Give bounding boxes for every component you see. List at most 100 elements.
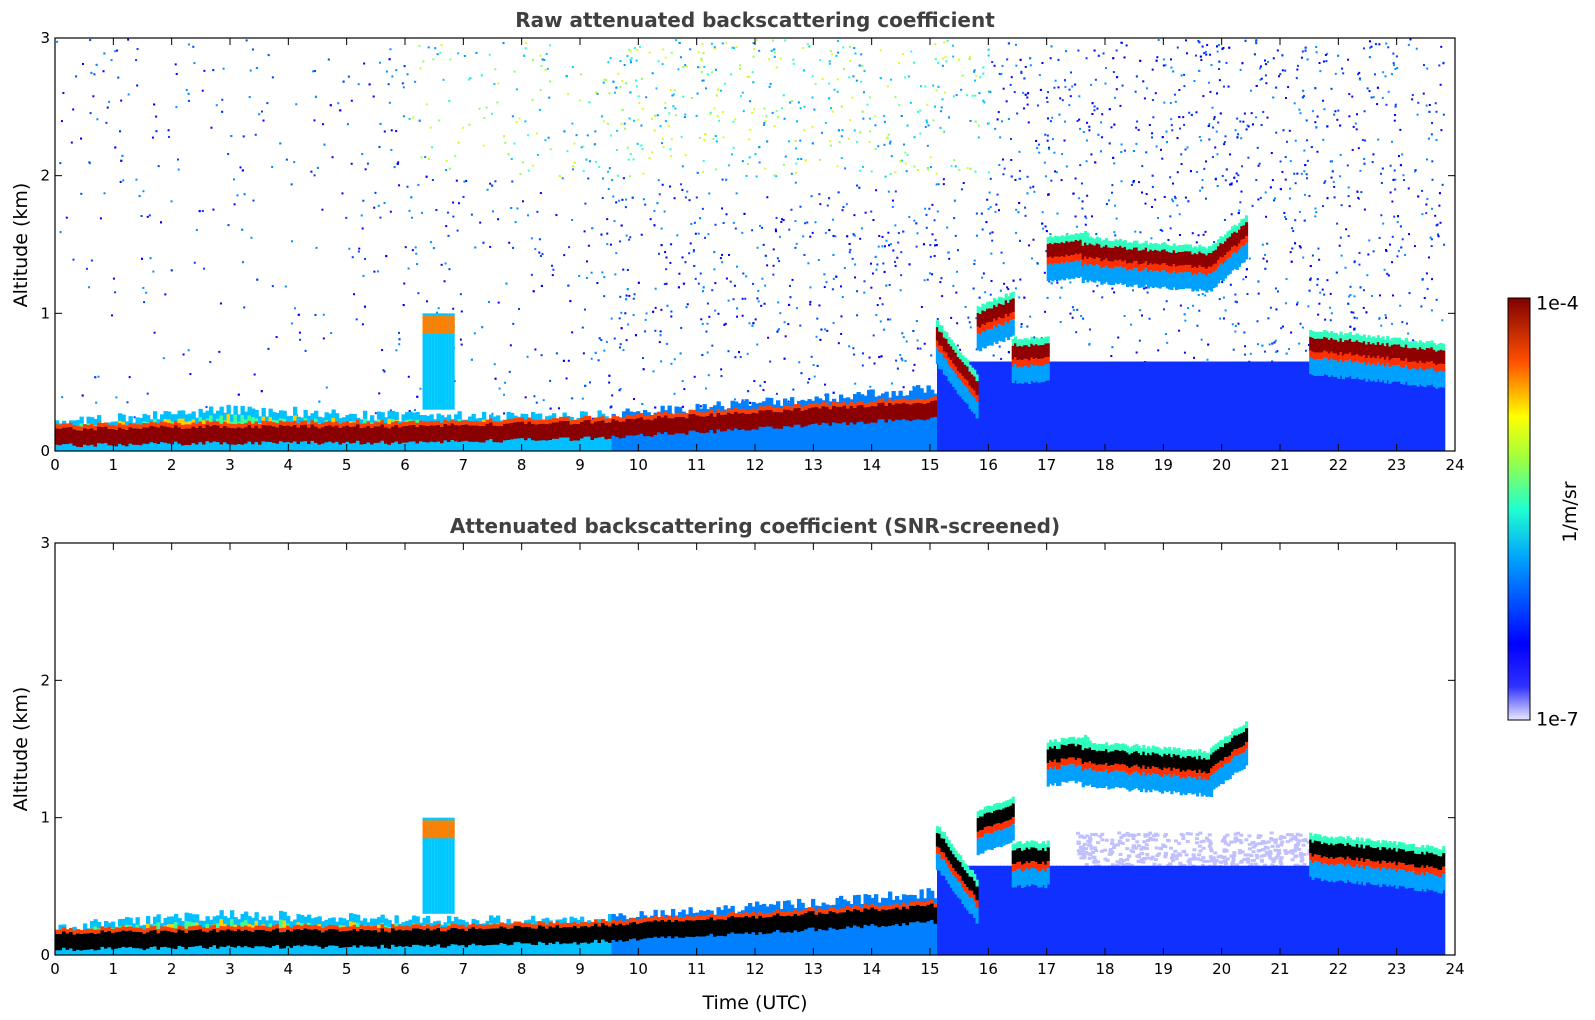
noise-pixel [982,99,985,102]
backscatter-edge [195,423,200,428]
noise-pixel [884,245,887,248]
noise-pixel [1046,139,1049,142]
cloud-base [1011,312,1015,320]
cloud-virga [1028,367,1032,385]
cloud-base [1093,259,1097,267]
noise-pixel [1075,225,1078,228]
backscatter-core [527,421,532,439]
noise-pixel [756,246,759,249]
noise-pixel [1028,244,1031,247]
noise-pixel [664,120,667,123]
cloud-core [1193,253,1197,267]
noise-pixel [527,214,530,217]
noise-pixel [714,134,717,137]
noise-pixel [670,243,673,246]
noise-pixel [685,65,688,68]
noise-pixel [757,300,760,303]
noise-pixel [1435,224,1438,227]
cloud-core [1191,254,1195,269]
noise-pixel [1179,304,1182,307]
noise-pixel [879,320,882,323]
cloud-core [1128,249,1132,263]
cloud-base [949,360,953,367]
cloud-core [1067,242,1071,257]
background-cell [1304,361,1309,451]
noise-pixel [706,351,709,354]
noise-pixel [1159,228,1162,231]
noise-pixel [1402,179,1405,182]
noise-pixel [1391,140,1394,143]
noise-pixel [1178,329,1181,332]
cloud-core [997,303,1001,318]
noise-pixel [1047,91,1050,94]
background-cell [982,361,987,451]
cloud-base [1407,361,1411,369]
noise-pixel [761,226,764,229]
cloud-edge [1409,341,1413,349]
backscatter-core [650,420,655,437]
noise-pixel [1304,49,1307,52]
cloud-core [1037,345,1041,360]
noise-pixel [566,150,569,153]
noise-pixel [452,215,455,218]
noise-pixel [641,107,644,110]
noise-pixel [271,285,274,288]
noise-pixel [653,224,656,227]
cloud-virga [1053,263,1057,280]
noise-pixel [1180,163,1183,166]
cloud-edge [1156,243,1160,251]
backscatter-core [625,418,630,436]
noise-pixel [703,138,706,141]
noise-pixel [95,401,98,404]
cloud-edge [945,332,949,339]
cloud-core [952,349,956,364]
noise-pixel [972,287,975,290]
noise-pixel [1184,196,1187,199]
noise-pixel [424,156,427,159]
background-cell [905,395,910,451]
noise-pixel [1014,43,1017,46]
noise-pixel [427,46,430,49]
noise-pixel [110,59,113,62]
noise-pixel [1059,296,1062,299]
noise-pixel [831,288,834,291]
noise-pixel [1023,107,1026,110]
backscatter-edge [398,423,403,428]
noise-pixel [364,257,367,260]
noise-pixel [1085,139,1088,142]
noise-pixel [463,54,466,57]
noise-pixel [934,239,937,242]
cloud-edge [1086,232,1090,240]
backscatter-edge [485,419,490,424]
background-cell [1031,361,1036,451]
cloud-edge [1025,338,1029,346]
noise-pixel [385,70,388,73]
background-cell [1276,361,1281,451]
cloud-core [1365,344,1369,359]
noise-pixel [694,277,697,280]
noise-pixel [741,91,744,94]
backscatter-core [741,412,746,430]
backscatter-edge [247,420,252,426]
noise-pixel [1324,318,1327,321]
noise-pixel [933,254,936,257]
cloud-base [1325,351,1329,359]
cloud-base [1042,358,1046,366]
backscatter-edge [804,405,809,410]
noise-pixel [887,231,890,234]
backscatter-edge [349,422,354,427]
noise-pixel [654,306,657,309]
noise-pixel [1222,46,1225,49]
noise-pixel [920,306,923,309]
noise-pixel [1178,88,1181,91]
noise-pixel [795,162,798,165]
noise-pixel [1235,301,1238,304]
noise-pixel [665,256,668,259]
noise-pixel [565,377,568,380]
noise-pixel [361,227,364,230]
cloud-virga [1119,266,1123,283]
cloud-virga [1341,362,1345,380]
cloud-core [1217,246,1221,261]
noise-pixel [774,228,777,231]
noise-pixel [271,76,274,79]
